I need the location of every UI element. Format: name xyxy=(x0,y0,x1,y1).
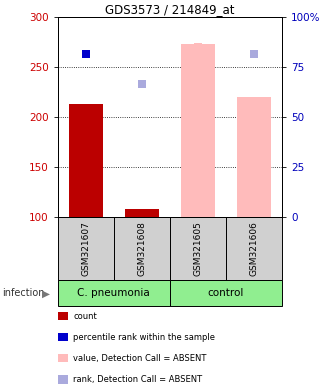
Text: value, Detection Call = ABSENT: value, Detection Call = ABSENT xyxy=(73,354,207,363)
Text: count: count xyxy=(73,311,97,321)
Text: percentile rank within the sample: percentile rank within the sample xyxy=(73,333,215,342)
Bar xyxy=(237,97,271,217)
Bar xyxy=(69,104,103,217)
Bar xyxy=(181,44,215,217)
Bar xyxy=(125,209,159,217)
Point xyxy=(195,44,201,50)
Text: GSM321607: GSM321607 xyxy=(81,221,90,276)
Title: GDS3573 / 214849_at: GDS3573 / 214849_at xyxy=(105,3,235,16)
Point xyxy=(139,81,145,87)
Bar xyxy=(170,217,226,280)
Text: infection: infection xyxy=(2,288,44,298)
Text: C. pneumonia: C. pneumonia xyxy=(78,288,150,298)
Text: ▶: ▶ xyxy=(42,288,50,298)
Point xyxy=(251,51,257,57)
Text: GSM321605: GSM321605 xyxy=(193,221,203,276)
Text: GSM321608: GSM321608 xyxy=(137,221,147,276)
Bar xyxy=(58,280,170,306)
Bar xyxy=(58,217,114,280)
Point xyxy=(83,51,88,57)
Text: rank, Detection Call = ABSENT: rank, Detection Call = ABSENT xyxy=(73,375,202,384)
Bar xyxy=(114,217,170,280)
Text: GSM321606: GSM321606 xyxy=(249,221,259,276)
Bar xyxy=(226,217,282,280)
Text: control: control xyxy=(208,288,244,298)
Bar xyxy=(170,280,282,306)
